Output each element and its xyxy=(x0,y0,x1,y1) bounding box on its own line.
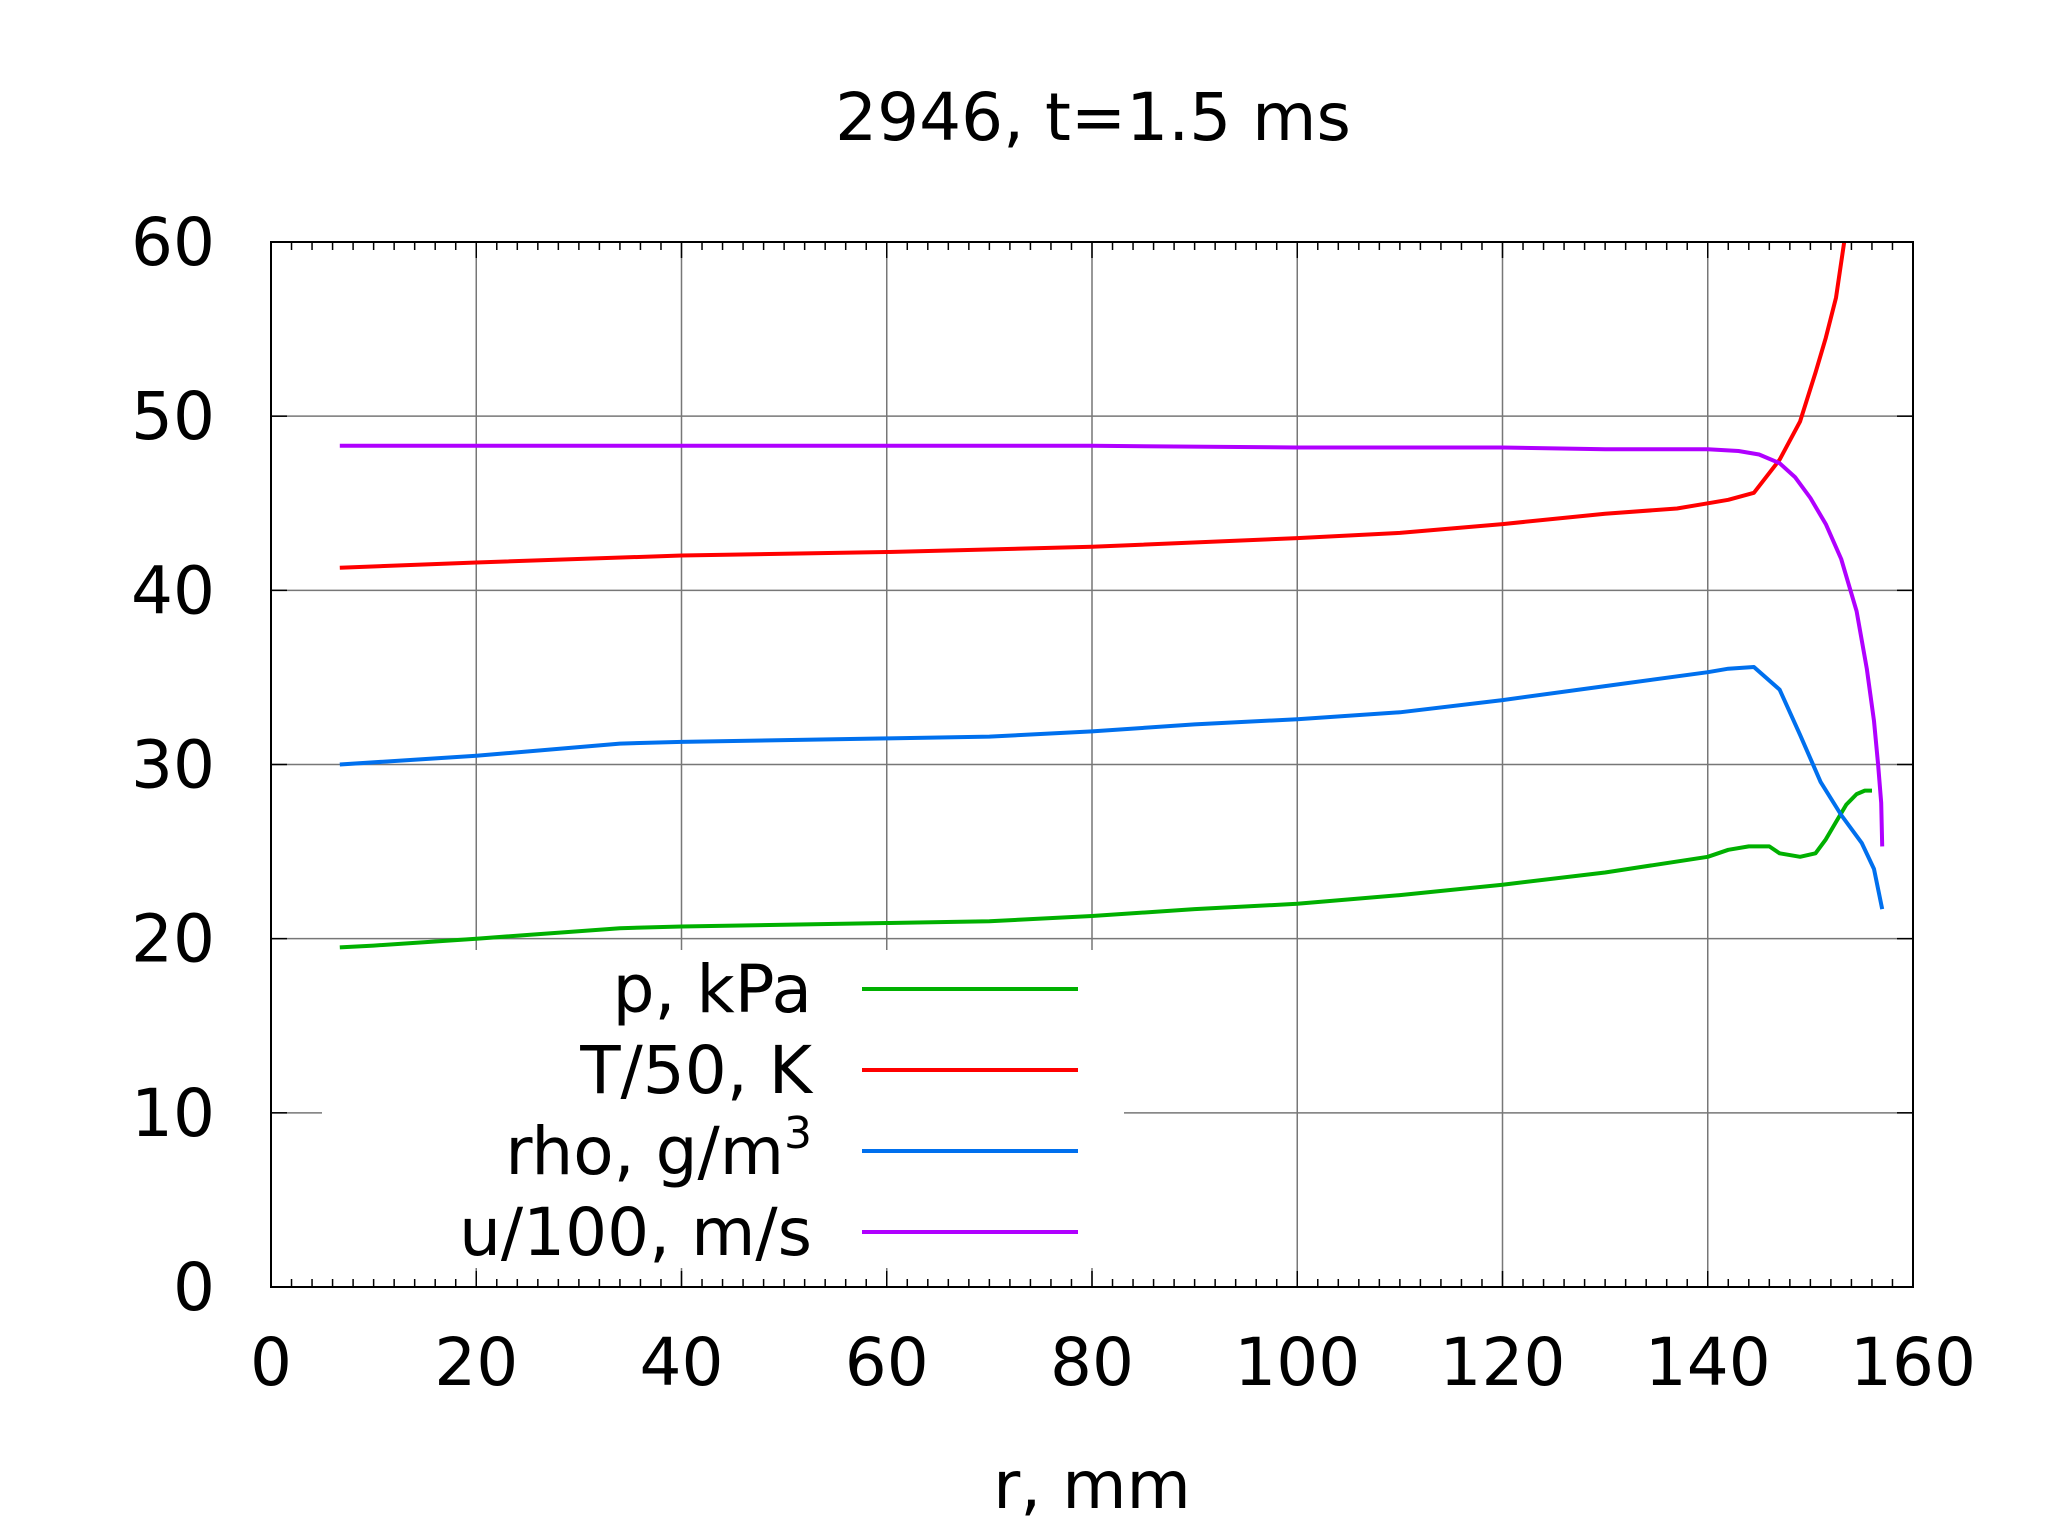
chart-title: 2946, t=1.5 ms xyxy=(835,79,1351,156)
y-tick-label: 10 xyxy=(131,1075,215,1152)
x-tick-label: 80 xyxy=(1050,1324,1134,1401)
legend-box xyxy=(322,950,1124,1268)
series-line-1 xyxy=(339,241,1847,570)
y-tick-labels: 0 10 20 30 40 50 60 xyxy=(131,204,215,1326)
x-tick-label: 60 xyxy=(845,1324,929,1401)
legend-label: rho, g/m3 xyxy=(505,1108,812,1190)
series-line-3 xyxy=(339,443,1885,847)
x-tick-label: 120 xyxy=(1440,1324,1566,1401)
x-tick-label: 100 xyxy=(1234,1324,1360,1401)
x-tick-label: 140 xyxy=(1645,1324,1771,1401)
series-lines xyxy=(339,241,1885,950)
y-tick-label: 0 xyxy=(173,1249,215,1326)
legend-label: u/100, m/s xyxy=(459,1194,812,1271)
legend-label: T/50, K xyxy=(579,1032,813,1109)
y-tick-label: 30 xyxy=(131,727,215,804)
x-tick-label: 0 xyxy=(250,1324,292,1401)
y-tick-label: 20 xyxy=(131,901,215,978)
plot-frame xyxy=(270,241,1914,1288)
series-line-2 xyxy=(339,665,1885,910)
y-tick-label: 50 xyxy=(131,378,215,455)
series-line-0 xyxy=(339,788,1872,950)
x-axis-title: r, mm xyxy=(993,1447,1191,1524)
y-tick-label: 40 xyxy=(131,552,215,629)
legend-label: p, kPa xyxy=(613,951,812,1028)
x-tick-label: 160 xyxy=(1850,1324,1976,1401)
x-tick-label: 40 xyxy=(640,1324,724,1401)
y-tick-label: 60 xyxy=(131,204,215,281)
x-tick-label: 20 xyxy=(434,1324,518,1401)
grid xyxy=(271,242,1913,1287)
x-tick-labels: 0 20 40 60 80 100 120 140 160 xyxy=(250,1324,1976,1401)
